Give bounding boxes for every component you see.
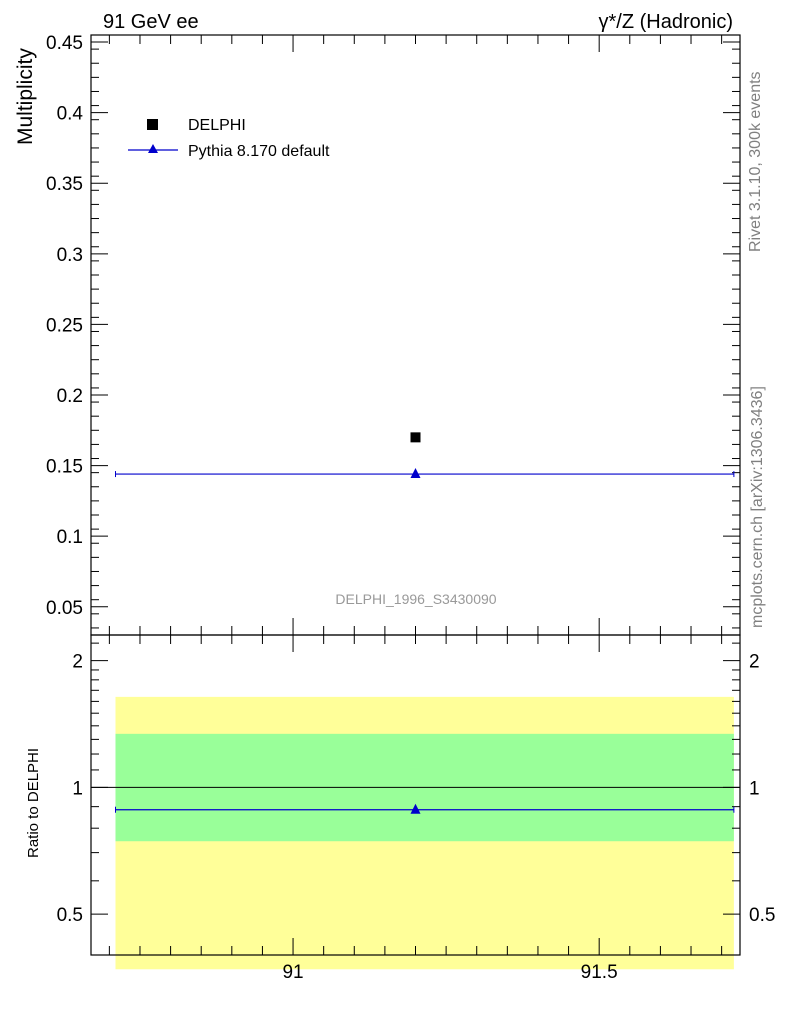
main-ytick-label: 0.45 [46, 33, 83, 54]
main-ytick-label: 0.15 [46, 457, 83, 478]
source-label: mcplots.cern.ch [arXiv:1306.3436] [749, 386, 766, 628]
data-point-pythia [410, 468, 421, 479]
xtick-label: 91.5 [581, 962, 618, 983]
main-ytick-label: 0.25 [46, 315, 83, 336]
legend: DELPHI Pythia 8.170 default [128, 117, 330, 160]
energy-label: 91 GeV ee [103, 11, 199, 33]
process-label: γ*/Z (Hadronic) [599, 11, 733, 33]
xtick-label: 91 [282, 962, 303, 983]
main-ytick-label: 0.4 [57, 104, 84, 125]
main-ytick-label: 0.1 [57, 527, 83, 548]
ratio-ytick-label-right: 0.5 [749, 905, 775, 926]
legend-marker-pythia [148, 144, 158, 153]
analysis-id-label: DELPHI_1996_S3430090 [335, 591, 496, 607]
ratio-ytick-label: 1 [72, 778, 83, 799]
ratio-ylabel: Ratio to DELPHI [25, 748, 42, 858]
main-ytick-label: 0.2 [57, 386, 83, 407]
main-ytick-label: 0.05 [46, 598, 83, 619]
main-ytick-label: 0.35 [46, 174, 83, 195]
ratio-ytick-label: 0.5 [57, 905, 83, 926]
ratio-ytick-label-right: 1 [749, 778, 760, 799]
main-ytick-label: 0.3 [57, 245, 83, 266]
rivet-version-label: Rivet 3.1.10, 300k events [747, 71, 764, 252]
data-point-delphi [410, 432, 421, 443]
ratio-point-pythia [410, 803, 421, 814]
legend-label-pythia: Pythia 8.170 default [188, 143, 330, 160]
legend-marker-delphi [147, 119, 158, 130]
ratio-ytick-label: 2 [72, 652, 83, 673]
ratio-ytick-label-right: 2 [749, 652, 760, 673]
main-ylabel: Multiplicity [14, 48, 37, 145]
legend-label-delphi: DELPHI [188, 117, 246, 134]
